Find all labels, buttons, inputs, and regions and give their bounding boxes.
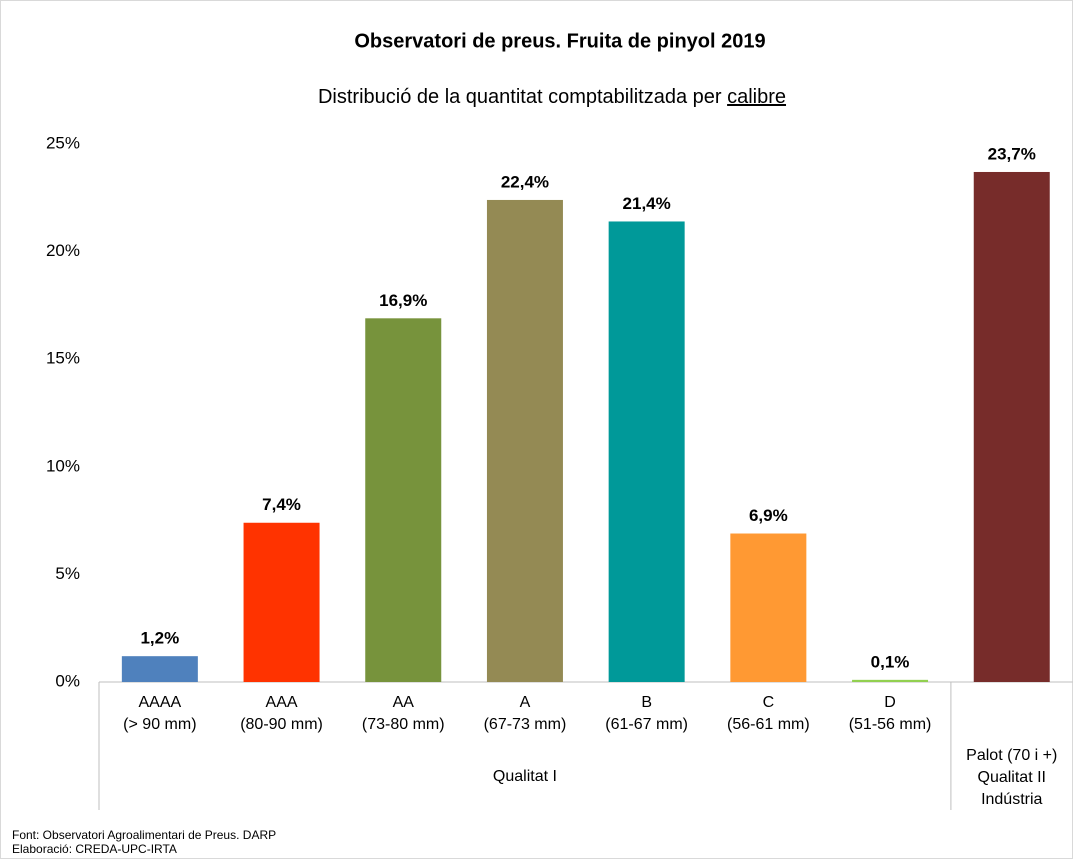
x-tick-label: D xyxy=(884,694,896,711)
y-tick-label: 15% xyxy=(46,349,80,368)
subtitle-emphasis: calibre xyxy=(727,86,786,108)
group-label: Qualitat I xyxy=(493,768,557,785)
x-tick-label: (51-56 mm) xyxy=(849,716,932,733)
group-label: Qualitat II xyxy=(978,769,1046,786)
chart-subtitle: Distribució de la quantitat comptabilitz… xyxy=(318,86,786,108)
data-label: 22,4% xyxy=(501,172,549,191)
x-tick-label: AAAA xyxy=(139,694,182,711)
data-label: 21,4% xyxy=(623,194,671,213)
x-tick-label: AA xyxy=(393,694,415,711)
group-label: Indústria xyxy=(981,791,1042,808)
bar xyxy=(852,679,929,682)
bar xyxy=(121,656,198,682)
x-tick-label: A xyxy=(520,694,531,711)
chart-title: Observatori de preus. Fruita de pinyol 2… xyxy=(354,30,765,52)
x-tick-label: (56-61 mm) xyxy=(727,716,810,733)
group-label: Palot (70 i +) xyxy=(966,747,1057,764)
y-tick-label: 25% xyxy=(46,133,80,152)
data-label: 16,9% xyxy=(379,291,427,310)
data-label: 23,7% xyxy=(988,144,1036,163)
bar xyxy=(608,221,685,683)
bar xyxy=(243,522,320,682)
y-tick-label: 5% xyxy=(55,564,80,583)
bar xyxy=(486,199,563,682)
data-label: 1,2% xyxy=(140,629,179,648)
x-tick-label: B xyxy=(641,694,652,711)
data-label: 6,9% xyxy=(749,506,788,525)
source-note: Elaboració: CREDA-UPC-IRTA xyxy=(12,842,177,856)
x-tick-label: AAA xyxy=(266,694,298,711)
bar xyxy=(973,171,1050,682)
x-tick-label: (61-67 mm) xyxy=(605,716,688,733)
bar xyxy=(365,318,442,682)
y-tick-label: 10% xyxy=(46,456,80,475)
data-label: 0,1% xyxy=(871,652,910,671)
data-label: 7,4% xyxy=(262,495,301,514)
y-tick-label: 20% xyxy=(46,241,80,260)
x-tick-label: (67-73 mm) xyxy=(484,716,567,733)
subtitle-text: Distribució de la quantitat comptabilitz… xyxy=(318,86,722,108)
x-tick-label: C xyxy=(763,694,775,711)
x-tick-label: (> 90 mm) xyxy=(123,716,196,733)
bar xyxy=(730,533,807,682)
x-tick-label: (73-80 mm) xyxy=(362,716,445,733)
source-note: Font: Observatori Agroalimentari de Preu… xyxy=(12,828,276,842)
y-tick-label: 0% xyxy=(55,671,80,690)
x-tick-label: (80-90 mm) xyxy=(240,716,323,733)
